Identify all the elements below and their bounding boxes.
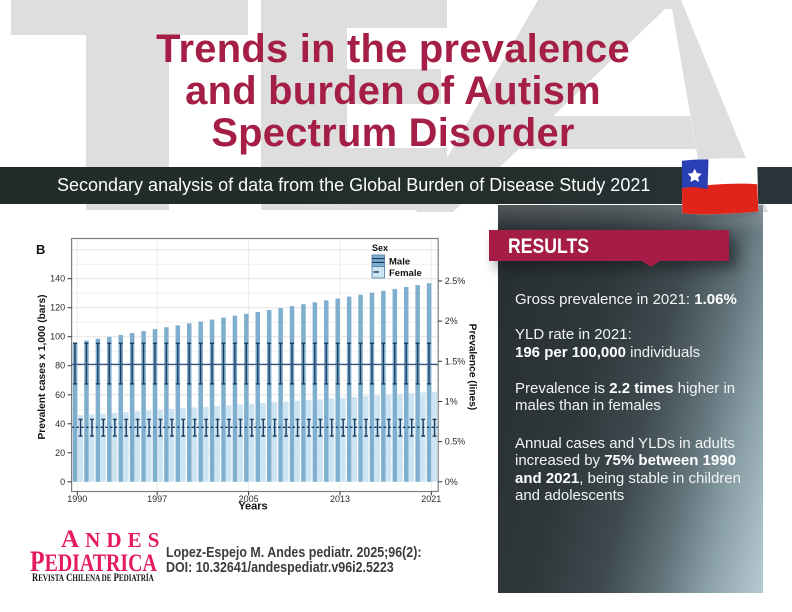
svg-text:0: 0	[60, 477, 65, 487]
svg-text:40: 40	[55, 419, 65, 429]
svg-text:0%: 0%	[445, 477, 458, 487]
svg-text:60: 60	[55, 390, 65, 400]
svg-text:20: 20	[55, 448, 65, 458]
svg-text:140: 140	[50, 274, 65, 284]
svg-text:1990: 1990	[67, 494, 87, 504]
svg-text:1.5%: 1.5%	[445, 356, 466, 366]
svg-text:Years: Years	[238, 501, 267, 513]
svg-text:Prevalent cases x 1,000 (bars): Prevalent cases x 1,000 (bars)	[37, 295, 48, 440]
svg-text:2021: 2021	[421, 494, 441, 504]
svg-text:B: B	[36, 242, 45, 257]
svg-text:1997: 1997	[147, 494, 167, 504]
svg-text:100: 100	[50, 332, 65, 342]
svg-text:1%: 1%	[445, 397, 458, 407]
svg-text:2%: 2%	[445, 316, 458, 326]
svg-text:Sex: Sex	[372, 243, 388, 253]
svg-text:120: 120	[50, 303, 65, 313]
svg-text:0.5%: 0.5%	[445, 437, 466, 447]
svg-text:2013: 2013	[330, 494, 350, 504]
svg-text:Female: Female	[389, 268, 422, 279]
svg-text:2.5%: 2.5%	[445, 276, 466, 286]
svg-text:80: 80	[55, 361, 65, 371]
svg-text:2005: 2005	[239, 494, 259, 504]
svg-text:Prevalence (lines): Prevalence (lines)	[467, 324, 478, 411]
svg-text:Male: Male	[389, 257, 410, 268]
